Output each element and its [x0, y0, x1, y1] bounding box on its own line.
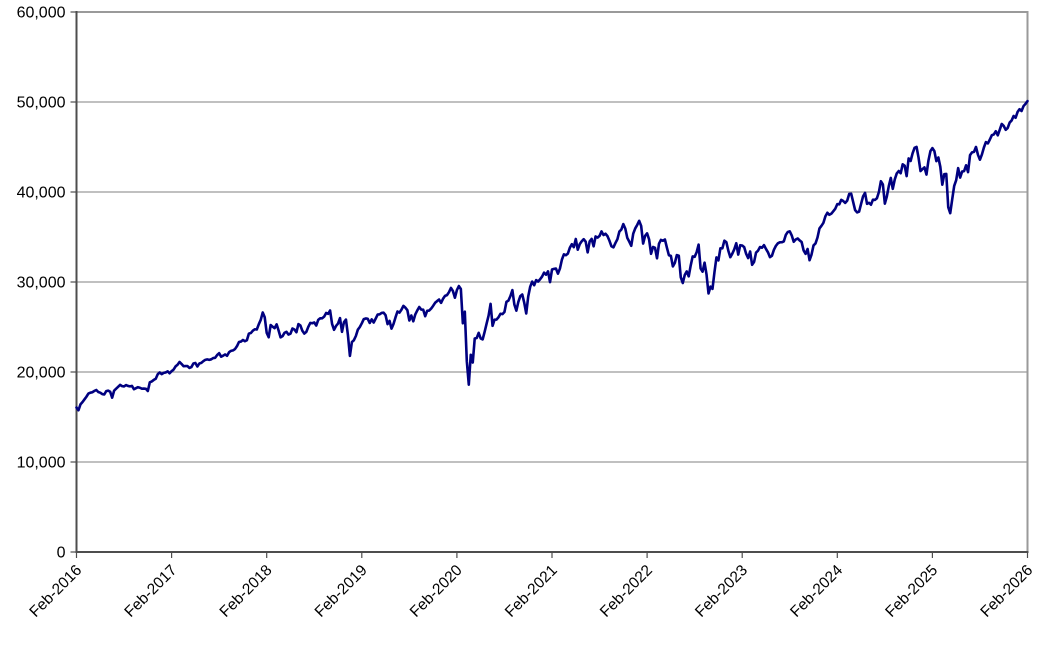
y-axis-label: 30,000 [17, 275, 66, 292]
price-line-series [75, 99, 1029, 412]
y-axis-label: 0 [57, 545, 66, 562]
y-axis-label: 50,000 [17, 95, 66, 112]
y-axis-label: 20,000 [17, 365, 66, 382]
y-axis-label: 10,000 [17, 455, 66, 472]
y-axis-label: 40,000 [17, 185, 66, 202]
y-axis-label: 60,000 [17, 5, 66, 22]
